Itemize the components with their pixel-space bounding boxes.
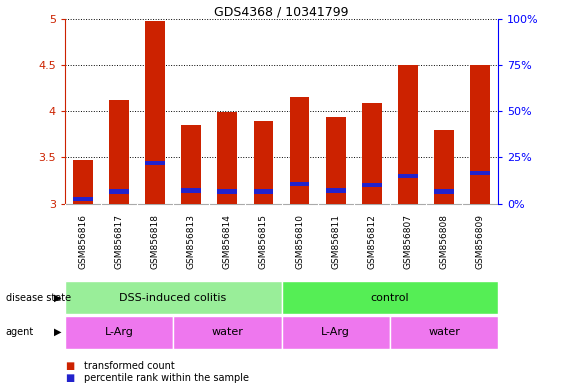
Text: control: control bbox=[370, 293, 409, 303]
Bar bbox=[109, 189, 129, 194]
Text: disease state: disease state bbox=[6, 293, 71, 303]
Text: DSS-induced colitis: DSS-induced colitis bbox=[119, 293, 227, 303]
Text: GSM856808: GSM856808 bbox=[440, 214, 449, 270]
Bar bbox=[73, 160, 93, 204]
Text: ▶: ▶ bbox=[53, 293, 61, 303]
Text: ▶: ▶ bbox=[53, 327, 61, 337]
Text: agent: agent bbox=[6, 327, 34, 337]
Title: GDS4368 / 10341799: GDS4368 / 10341799 bbox=[215, 5, 348, 18]
Bar bbox=[145, 21, 165, 204]
Text: ■: ■ bbox=[65, 373, 74, 383]
Text: ■: ■ bbox=[65, 361, 74, 371]
Text: GSM856811: GSM856811 bbox=[331, 214, 340, 270]
Bar bbox=[253, 189, 274, 194]
Bar bbox=[398, 65, 418, 204]
Bar bbox=[362, 103, 382, 204]
Bar bbox=[282, 281, 498, 314]
Bar bbox=[390, 316, 498, 349]
Text: L-Arg: L-Arg bbox=[105, 327, 133, 337]
Bar bbox=[434, 130, 454, 204]
Bar bbox=[73, 197, 93, 201]
Text: GSM856813: GSM856813 bbox=[187, 214, 196, 270]
Text: water: water bbox=[428, 327, 460, 337]
Bar bbox=[109, 100, 129, 204]
Text: GSM856817: GSM856817 bbox=[114, 214, 123, 270]
Bar bbox=[173, 316, 282, 349]
Text: GSM856812: GSM856812 bbox=[367, 215, 376, 269]
Text: GSM856810: GSM856810 bbox=[295, 214, 304, 270]
Bar bbox=[398, 174, 418, 178]
Text: percentile rank within the sample: percentile rank within the sample bbox=[84, 373, 249, 383]
Bar bbox=[289, 97, 310, 204]
Bar bbox=[65, 281, 282, 314]
Bar bbox=[434, 189, 454, 194]
Text: GSM856815: GSM856815 bbox=[259, 214, 268, 270]
Text: GSM856816: GSM856816 bbox=[78, 214, 87, 270]
Text: GSM856818: GSM856818 bbox=[150, 214, 159, 270]
Bar bbox=[217, 112, 237, 204]
Bar bbox=[145, 161, 165, 165]
Bar bbox=[181, 188, 201, 193]
Bar bbox=[326, 117, 346, 204]
Text: GSM856814: GSM856814 bbox=[223, 215, 232, 269]
Bar bbox=[217, 189, 237, 194]
Text: transformed count: transformed count bbox=[84, 361, 175, 371]
Bar bbox=[289, 182, 310, 187]
Text: GSM856809: GSM856809 bbox=[476, 214, 485, 270]
Bar bbox=[470, 171, 490, 175]
Bar bbox=[65, 316, 173, 349]
Text: GSM856807: GSM856807 bbox=[404, 214, 413, 270]
Bar bbox=[282, 316, 390, 349]
Bar bbox=[362, 183, 382, 187]
Bar bbox=[181, 125, 201, 204]
Text: water: water bbox=[211, 327, 243, 337]
Bar bbox=[253, 121, 274, 204]
Bar bbox=[470, 65, 490, 204]
Bar bbox=[326, 188, 346, 193]
Text: L-Arg: L-Arg bbox=[321, 327, 350, 337]
